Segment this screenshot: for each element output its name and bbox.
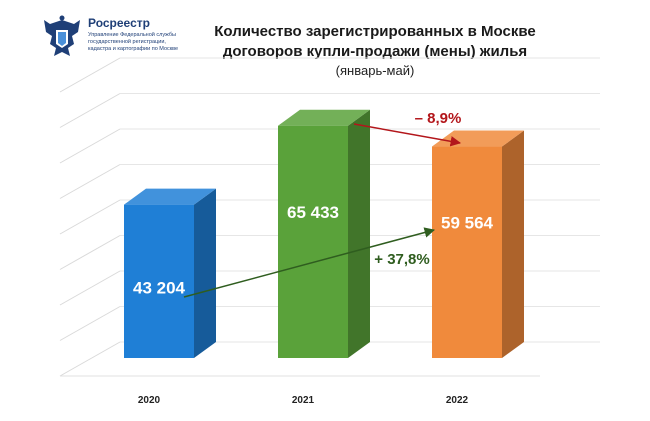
category-label-2022: 2022 — [446, 395, 469, 406]
emblem-icon — [44, 15, 80, 56]
bar-side-2021 — [348, 109, 370, 358]
chart-title-line-1: Количество зарегистрированных в Москве — [214, 23, 536, 40]
rosreestr-logo: Росреестр Управление Федеральной службы … — [40, 14, 240, 74]
bar-side-2022 — [502, 130, 524, 358]
bar-2022 — [432, 146, 502, 358]
bar-2020 — [124, 204, 194, 358]
gridline-side — [59, 270, 121, 306]
bar-top-2021 — [278, 109, 370, 126]
bar-2021 — [278, 125, 348, 358]
growth-arrow — [183, 227, 436, 298]
growth-annotation: + 37,8% — [374, 251, 429, 268]
category-label-2021: 2021 — [292, 395, 315, 406]
value-label-2022: 59 564 — [441, 213, 494, 232]
gridline-side — [59, 199, 121, 235]
gridline-side — [59, 235, 121, 270]
gridline-side — [59, 93, 121, 128]
bar-side-2020 — [194, 188, 216, 358]
org-subtitle-line: Управление Федеральной службы — [88, 32, 176, 38]
chart-title-line-2: договоров купли-продажи (мены) жилья — [222, 43, 528, 60]
gridline-side — [59, 164, 121, 199]
org-subtitle-line: государственной регистрации, — [88, 39, 166, 45]
category-label-2020: 2020 — [138, 395, 161, 406]
gridline-side — [59, 341, 121, 377]
chart-title-block: Количество зарегистрированных в Москве д… — [195, 22, 555, 80]
chart-subtitle: (январь-май) — [335, 63, 415, 78]
org-subtitle: Управление Федеральной службы государств… — [88, 32, 228, 53]
org-subtitle-line: кадастра и картографии по Москве — [88, 46, 179, 52]
gridline-side — [59, 57, 121, 93]
value-label-2021: 65 433 — [287, 203, 339, 222]
bar-top-2020 — [124, 188, 216, 205]
decline-annotation: – 8,9% — [415, 110, 462, 127]
org-name: Росреестр — [88, 16, 150, 30]
value-label-2020: 43 204 — [133, 278, 186, 297]
decline-arrow — [353, 123, 462, 147]
gridline-side — [59, 128, 121, 164]
gridline-side — [59, 306, 121, 341]
